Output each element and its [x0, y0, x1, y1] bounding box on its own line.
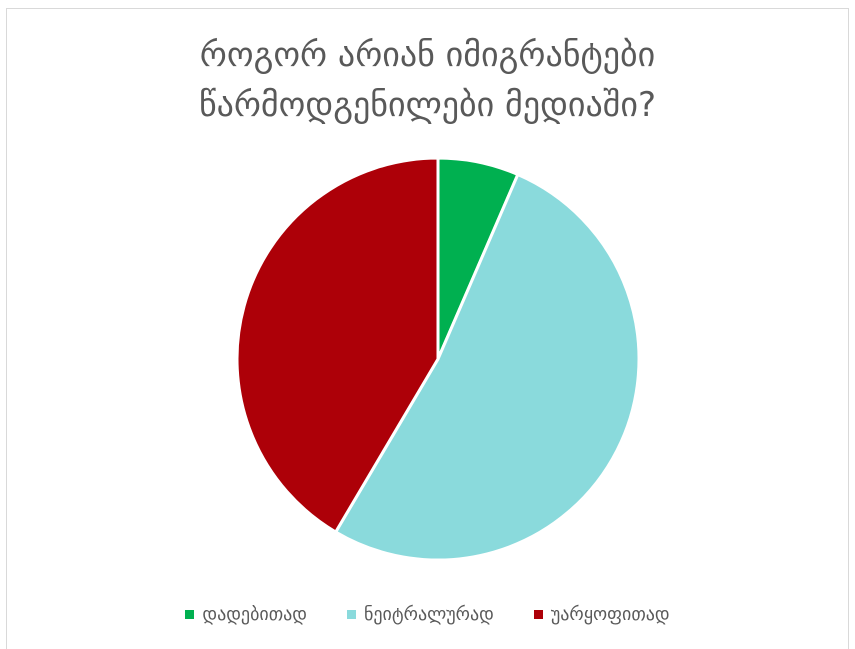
legend-swatch-negative — [533, 610, 543, 619]
legend-label-neutral: ნეიტრალურად — [363, 604, 494, 625]
pie-slice-neutral — [334, 173, 641, 562]
pie-slice-negative — [235, 156, 440, 534]
chart-title: როგორ არიან იმიგრანტები წარმოდგენილები მ… — [0, 30, 855, 130]
legend-item-neutral: ნეიტრალურად — [346, 604, 494, 625]
legend: დადებითად ნეიტრალურად უარყოფითად — [0, 604, 855, 625]
legend-label-negative: უარყოფითად — [550, 604, 670, 625]
legend-item-negative: უარყოფითად — [533, 604, 670, 625]
legend-swatch-neutral — [346, 610, 356, 619]
legend-swatch-positive — [185, 610, 195, 619]
legend-label-positive: დადებითად — [202, 604, 307, 625]
chart-title-line-1: როგორ არიან იმიგრანტები — [199, 35, 656, 75]
legend-item-positive: დადებითად — [185, 604, 307, 625]
chart-title-line-2: წარმოდგენილები მედიაში? — [198, 85, 656, 125]
